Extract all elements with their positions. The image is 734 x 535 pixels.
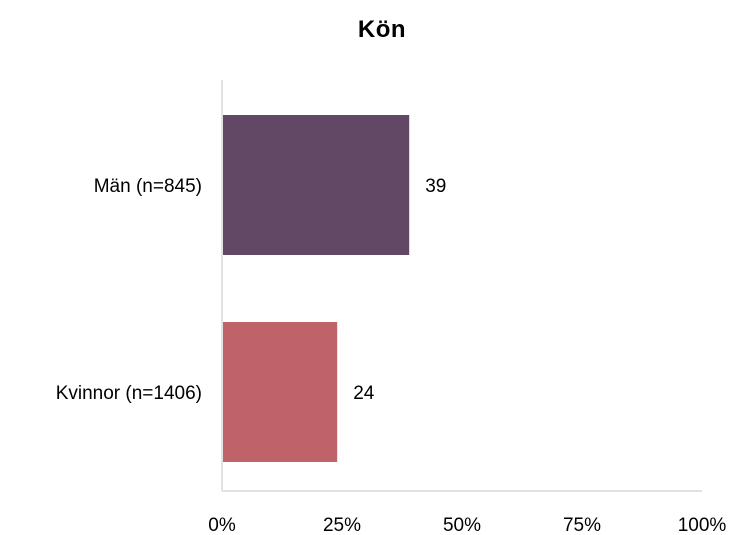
data-label: 24 <box>353 383 375 404</box>
x-tick-label: 50% <box>443 515 481 535</box>
x-tick-label: 100% <box>678 515 727 535</box>
x-tick-label: 25% <box>323 515 361 535</box>
bar-0 <box>223 115 410 255</box>
x-tick-label: 0% <box>208 515 236 535</box>
chart-title: Kön <box>357 16 407 43</box>
data-label: 39 <box>425 176 446 197</box>
bar-1 <box>223 322 338 462</box>
category-label: Kvinnor (n=1406) <box>56 383 202 404</box>
x-tick-label: 75% <box>563 515 601 535</box>
category-label: Män (n=845) <box>94 176 202 197</box>
